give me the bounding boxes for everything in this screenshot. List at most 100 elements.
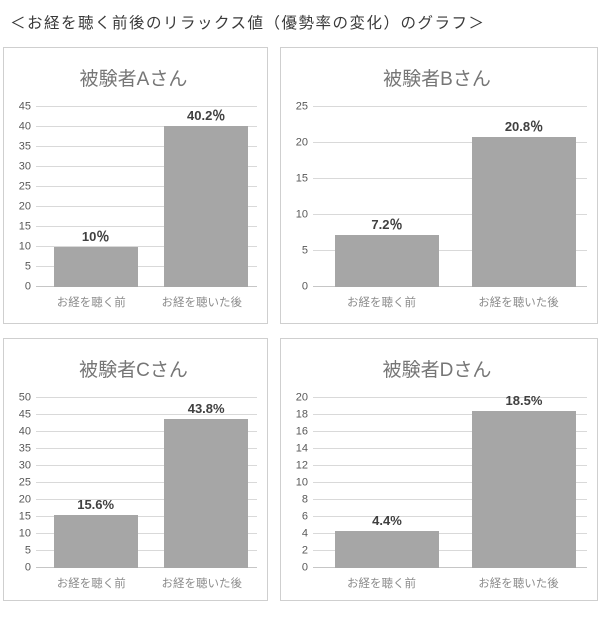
gridline [313,431,587,432]
gridline [313,448,587,449]
y-tick-label: 45 [18,408,31,421]
data-label: 18.5% [505,392,543,408]
plot-area: 7.2％ 20.8％ [313,106,587,287]
bar-after [164,126,249,287]
bar-before [334,235,440,287]
gridline [36,499,257,500]
gridline [313,142,587,143]
bar-before [53,247,138,287]
gridline [313,250,587,251]
y-tick-label: 15 [18,510,31,523]
y-tick-label: 30 [18,459,31,472]
y-tick-label: 0 [301,561,308,574]
chart-title: 被験者Bさん [383,69,491,90]
gridline [313,178,587,179]
bar-before [334,530,440,568]
gridline [313,465,587,466]
y-tick-label: 10 [18,527,31,540]
chart-panel-subject-b: 被験者Bさん 0 5 10 15 20 25 7.2％ 20.8％ お経を聴く前 お経を聴いた… [280,47,598,324]
y-tick-label: 45 [18,100,31,113]
chart-area: 0 5 10 15 20 25 30 35 40 45 10％ 40.2％ [10,101,257,292]
y-tick-label: 8 [301,493,308,506]
gridline [313,499,587,500]
gridline [313,397,587,398]
gridline [36,533,257,534]
y-tick-label: 5 [301,244,308,257]
bar-after [164,419,249,568]
gridline [36,206,257,208]
y-tick-label: 35 [18,140,31,153]
y-tick-label: 10 [18,240,31,253]
y-tick-label: 50 [18,391,31,404]
category-label: お経を聴いた後 [478,297,559,309]
y-axis: 0 2 4 6 8 10 12 14 16 18 20 [287,392,313,573]
gridline [36,146,257,147]
chart-area: 0 5 10 15 20 25 30 35 40 45 50 15.6% 43.8% [10,392,257,573]
chart-area: 0 2 4 6 8 10 12 14 16 18 20 4.4% 18.5% [287,392,587,573]
chart-area: 0 5 10 15 20 25 7.2％ 20.8％ [287,101,587,292]
gridline [36,550,257,551]
data-label: 7.2％ [371,217,403,233]
chart-title: 被験者Aさん [79,69,188,90]
gridline [36,516,257,517]
gridline [313,567,587,568]
y-tick-label: 35 [18,442,31,455]
gridline [36,414,257,415]
gridline [36,465,257,466]
y-tick-label: 2 [301,544,308,557]
gridline [36,266,257,268]
y-tick-label: 10 [295,476,308,489]
data-label: 4.4% [372,512,402,528]
y-axis: 0 5 10 15 20 25 30 35 40 45 [10,101,36,292]
y-tick-label: 0 [24,561,31,574]
x-axis: お経を聴く前 お経を聴いた後 [36,287,257,314]
y-tick-label: 40 [18,425,31,438]
gridline [313,533,587,534]
data-label: 40.2％ [187,108,226,124]
chart-panel-subject-d: 被験者Dさん 0 2 4 6 8 10 12 14 16 18 20 4.4% 18.5% お経を聴く… [280,338,598,601]
y-tick-label: 0 [301,280,308,293]
data-label: 43.8% [187,401,225,417]
y-tick-label: 20 [18,200,31,213]
y-tick-label: 5 [24,260,31,273]
x-axis: お経を聴く前 お経を聴いた後 [313,287,587,314]
gridline [313,286,587,287]
gridline [36,482,257,483]
y-tick-label: 5 [24,544,31,557]
y-tick-label: 4 [301,527,308,540]
chart-panel-subject-a: 被験者Aさん 0 5 10 15 20 25 30 35 40 45 10％ 40.2％ お経を聴く… [3,47,268,324]
page-title: ＜お経を聴く前後のリラックス値（優勢率の変化）のグラフ＞ [10,15,486,32]
y-tick-label: 40 [18,120,31,133]
gridline [36,246,257,248]
gridline [36,397,257,398]
gridline [313,482,587,483]
bar-after [471,410,577,568]
gridline [36,186,257,187]
data-label: 20.8％ [504,119,544,135]
category-label: お経を聴く前 [56,578,126,590]
gridline [36,126,257,128]
bar-before [53,514,138,568]
category-label: お経を聴く前 [56,297,126,309]
x-axis: お経を聴く前 お経を聴いた後 [313,568,587,595]
plot-area: 4.4% 18.5% [313,394,587,568]
gridline [36,106,257,107]
gridline [313,550,587,551]
y-tick-label: 25 [18,476,31,489]
charts-grid: 被験者Aさん 0 5 10 15 20 25 30 35 40 45 10％ 40.2％ お経を聴く… [0,33,600,601]
y-tick-label: 25 [18,180,31,193]
y-axis: 0 5 10 15 20 25 [287,101,313,292]
gridline [313,414,587,415]
chart-title: 被験者Cさん [79,360,188,381]
category-label: お経を聴いた後 [161,578,243,590]
chart-panel-subject-c: 被験者Cさん 0 5 10 15 20 25 30 35 40 45 50 15.6% 43.8% お… [3,338,268,601]
gridline [36,166,257,167]
gridline [313,106,587,107]
category-label: お経を聴いた後 [478,578,559,590]
y-tick-label: 20 [295,391,308,404]
y-tick-label: 12 [295,459,308,472]
y-tick-label: 15 [295,172,308,185]
data-label: 15.6% [77,496,115,512]
gridline [36,431,257,432]
